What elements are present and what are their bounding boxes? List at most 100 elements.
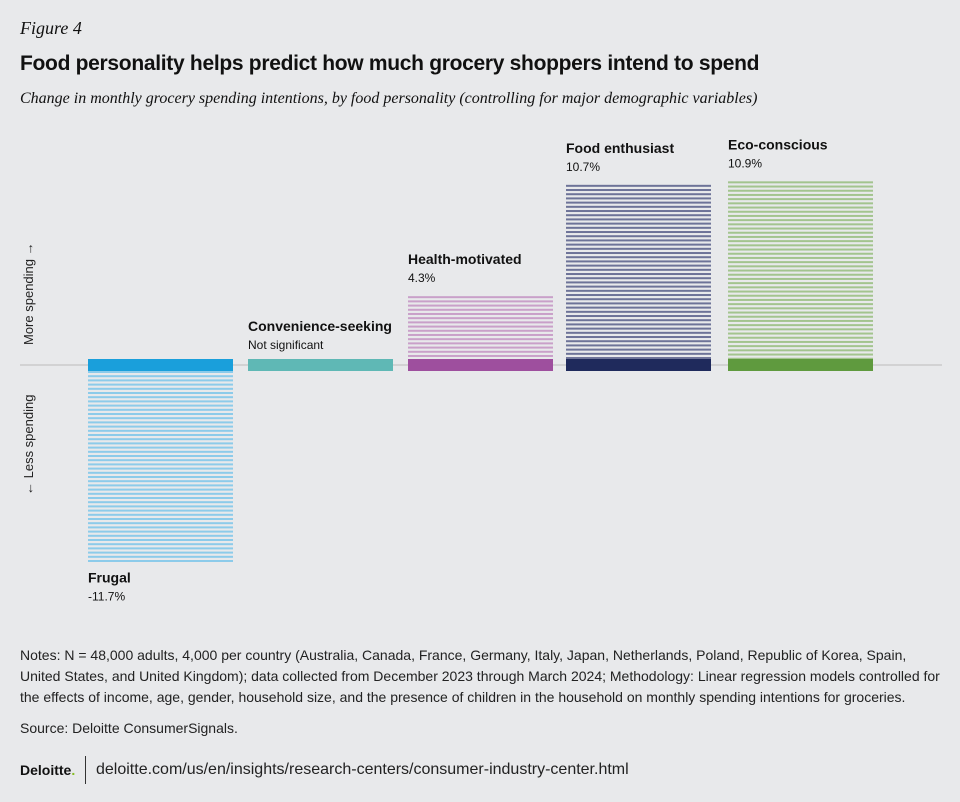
bar-stripe: [728, 181, 873, 184]
bar-stripe: [408, 329, 553, 332]
bar-stripe: [566, 323, 711, 326]
bar-stripe: [88, 551, 233, 554]
category-label: Eco-conscious: [728, 136, 828, 152]
bar-stripe: [728, 294, 873, 297]
bar-stripe: [728, 256, 873, 259]
bar-stripe: [408, 296, 553, 299]
bar-stripe: [88, 513, 233, 516]
bar-stripe: [566, 277, 711, 280]
bar-stripe: [88, 484, 233, 487]
bar-stripe: [728, 298, 873, 301]
bar-stripe: [566, 281, 711, 284]
bar-stripe: [566, 348, 711, 351]
bar-stripe: [88, 446, 233, 449]
bar-stripe: [88, 497, 233, 499]
bar-stripe: [88, 471, 233, 474]
bar-stripe: [566, 327, 711, 330]
bar-stripe: [728, 315, 873, 318]
bar-frugal: [88, 359, 233, 371]
bar-stripe: [566, 239, 711, 242]
bar-stripe: [88, 547, 233, 550]
chart-title: Food personality helps predict how much …: [20, 52, 760, 75]
bar-stripe: [728, 340, 873, 343]
bar-stripe: [408, 321, 553, 324]
bar-stripe: [566, 264, 711, 267]
bar-stripe: [88, 417, 233, 420]
bar-stripe: [728, 345, 873, 348]
bar-stripe: [408, 308, 553, 311]
deloitte-logo: Deloitte.: [20, 762, 76, 778]
bar-stripe: [88, 404, 233, 407]
bar-stripe: [566, 189, 711, 192]
bar-stripe: [566, 184, 711, 187]
bar-stripe: [728, 185, 873, 188]
bar-stripe: [728, 349, 873, 352]
bar-stripe: [566, 285, 711, 288]
bar-stripe: [88, 555, 233, 558]
category-label: Convenience-seeking: [248, 318, 392, 334]
bar-stripe: [728, 261, 873, 264]
bar-stripe: [88, 518, 233, 520]
bar-food-enthusiast: [566, 359, 711, 371]
bar-stripe: [728, 244, 873, 247]
bar-stripe: [566, 357, 711, 360]
bar-stripe: [728, 231, 873, 234]
bar-stripe: [566, 210, 711, 213]
category-label: Frugal: [88, 570, 131, 586]
bar-stripe: [88, 371, 233, 373]
bar-stripe: [728, 248, 873, 251]
bar-stripe: [728, 277, 873, 280]
bar-stripe: [728, 198, 873, 201]
source-url: deloitte.com/us/en/insights/research-cen…: [96, 761, 629, 778]
bar-stripe: [728, 311, 873, 314]
bar-stripe: [566, 201, 711, 204]
bar-stripe: [88, 396, 233, 399]
chart-subtitle: Change in monthly grocery spending inten…: [20, 90, 758, 107]
bar-stripe: [408, 342, 553, 345]
bar-stripe: [566, 289, 711, 292]
bar-stripe: [88, 467, 233, 470]
bar-stripe: [566, 268, 711, 271]
bar-stripe: [566, 344, 711, 347]
value-label: 4.3%: [408, 271, 436, 285]
bar-stripe: [566, 193, 711, 196]
bar-stripe: [88, 463, 233, 466]
logo-text: Deloitte: [20, 762, 72, 778]
bar-stripe: [728, 210, 873, 213]
bar-stripe: [728, 282, 873, 285]
bar-convenience-seeking: [248, 359, 393, 371]
bar-stripe: [566, 298, 711, 301]
bar-chart: More spending → ← Less spending Frugal -11.…: [20, 136, 942, 604]
bar-stripe: [88, 375, 233, 378]
bar-stripe: [408, 317, 553, 320]
bar-stripe: [88, 392, 233, 394]
bar-stripe: [728, 214, 873, 217]
bar-eco-conscious: [728, 359, 873, 371]
bar-stripe: [566, 243, 711, 246]
bar-stripe: [566, 306, 711, 309]
bar-stripe: [408, 300, 553, 303]
bar-stripe: [566, 235, 711, 238]
category-label: Health-motivated: [408, 251, 522, 267]
divider: [85, 756, 86, 784]
value-label: 10.9%: [728, 156, 762, 170]
bar-stripe: [728, 332, 873, 335]
bar-stripe: [566, 331, 711, 334]
bar-stripe: [88, 522, 233, 525]
bar-stripe: [728, 193, 873, 196]
bar-stripe: [88, 442, 233, 445]
bar-stripe: [88, 434, 233, 436]
bar-stripe: [408, 325, 553, 328]
value-label: Not significant: [248, 338, 324, 352]
bar-stripe: [408, 333, 553, 336]
bar-stripe: [88, 421, 233, 424]
bar-stripe: [566, 336, 711, 339]
bar-stripe: [88, 534, 233, 537]
bar-stripe: [566, 260, 711, 263]
bar-stripe: [566, 197, 711, 200]
bar-stripe: [566, 310, 711, 313]
bar-stripe: [566, 319, 711, 322]
bar-stripe: [88, 425, 233, 428]
bar-stripe: [408, 350, 553, 353]
